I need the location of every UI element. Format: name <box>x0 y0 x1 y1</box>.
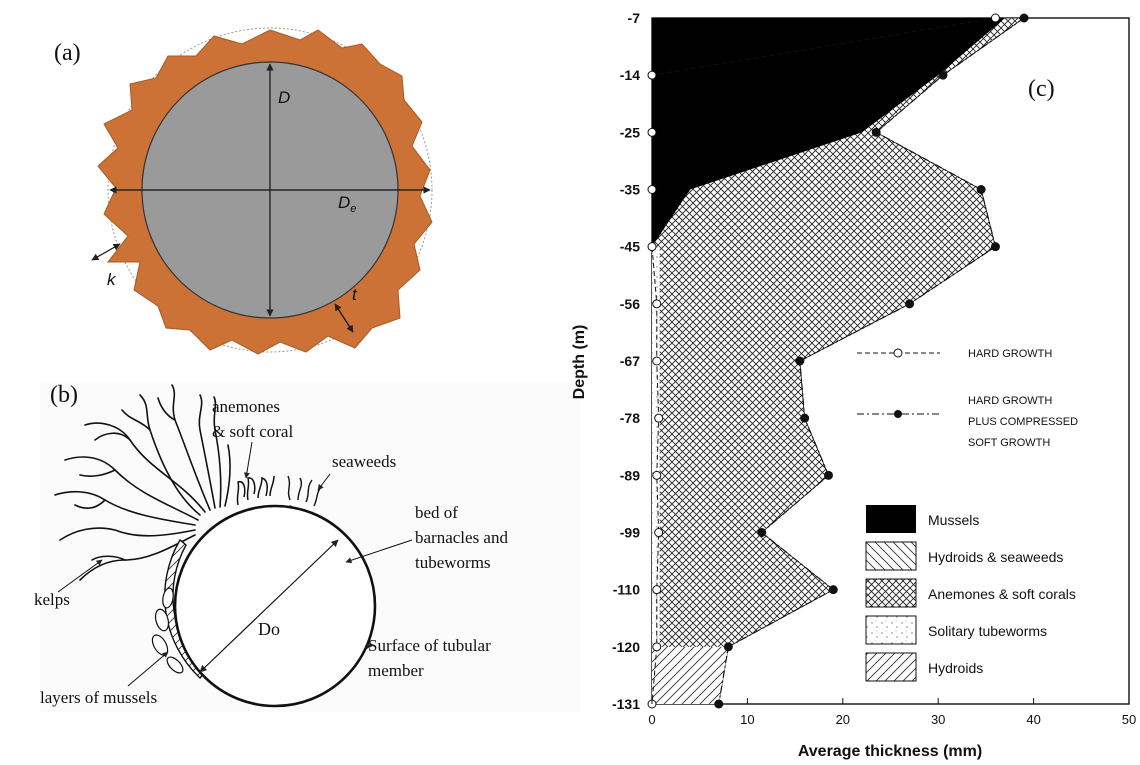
pointer-anemones <box>243 441 253 479</box>
line-legend: HARD GROWTH HARD GROWTH PLUS COMPRESSED … <box>857 348 1081 449</box>
mussel-shells <box>151 587 184 674</box>
hard-growth-point <box>652 356 662 366</box>
panel-a-label: (a) <box>54 40 81 66</box>
label-t: t <box>352 285 358 304</box>
hard-growth-point <box>652 642 662 652</box>
legend-swatch-mussels <box>866 505 916 533</box>
diameter-Do-line <box>199 539 339 673</box>
label-De: De <box>338 193 356 215</box>
legend-anemones-label: Anemones & soft corals <box>928 586 1076 602</box>
hard-plus-point <box>990 242 1000 252</box>
envelope-circle <box>107 27 433 353</box>
hard-plus-point <box>976 185 986 194</box>
legend-hydroids-seaweeds-label: Hydroids & seaweeds <box>928 549 1063 565</box>
y-tick-label: -14 <box>620 67 640 83</box>
hard-plus-point <box>723 642 733 652</box>
legend-hydroids-label: Hydroids <box>928 660 983 676</box>
hard-plus-point <box>1019 13 1029 23</box>
kelp-fronds <box>54 384 231 581</box>
hard-plus-point <box>938 70 948 80</box>
pointer-seaweeds <box>317 473 331 491</box>
x-tick-label: 50 <box>1122 712 1136 727</box>
legend-swatch-anemones <box>865 578 917 608</box>
label-anemones: anemones & soft coral <box>212 397 293 441</box>
hard-growth-point <box>647 70 657 80</box>
legend-hard-marker <box>893 348 903 358</box>
legend-mussels-label: Mussels <box>928 512 979 528</box>
hard-growth-point <box>652 585 662 595</box>
x-tick-labels: 0 10 20 30 40 50 <box>648 698 1136 727</box>
x-axis-label: Average thickness (mm) <box>798 743 982 760</box>
hard-plus-point <box>871 127 881 137</box>
label-k: k <box>107 270 117 289</box>
panel-b: (b) <box>34 382 580 712</box>
y-tick-label: -35 <box>620 182 640 198</box>
hard-plus-point <box>714 699 724 709</box>
area-legend: Mussels Hydroids & seaweeds Anemones & s… <box>865 505 1076 682</box>
y-tick-label: -56 <box>620 296 640 312</box>
hard-growth-point <box>647 185 657 194</box>
hard-growth-point <box>652 470 662 480</box>
hard-growth-point <box>654 413 664 423</box>
hard-plus-point <box>828 585 838 595</box>
label-D: D <box>278 88 290 107</box>
y-tick-label: -110 <box>613 582 640 598</box>
hard-growth-point <box>990 13 1000 23</box>
panel-a: (a) D De k t <box>54 27 433 355</box>
legend-swatch-hydroids-seaweeds <box>865 541 917 571</box>
legend-swatch-hydroids <box>865 652 917 682</box>
y-tick-label: -120 <box>612 639 640 655</box>
x-tick-label: 30 <box>931 712 945 727</box>
y-axis-label: Depth (m) <box>571 325 588 400</box>
hard-plus-point <box>823 470 833 480</box>
hard-plus-points <box>714 13 1029 709</box>
y-tick-label: -67 <box>620 353 640 369</box>
legend-hardplus-marker <box>894 410 902 418</box>
legend-hardplus-label: HARD GROWTH PLUS COMPRESSED SOFT GROWTH <box>968 395 1081 449</box>
pointer-barnacles <box>345 539 413 564</box>
label-mussels: layers of mussels <box>40 688 157 707</box>
x-tick-label: 20 <box>836 712 850 727</box>
thickness-t-arrow <box>334 303 354 333</box>
y-tick-label: -131 <box>612 696 640 712</box>
legend-tubeworms-label: Solitary tubeworms <box>928 623 1047 639</box>
label-Do: Do <box>258 619 280 639</box>
x-tick-label: 10 <box>740 712 754 727</box>
y-tick-label: -99 <box>620 525 640 541</box>
pointer-mussels <box>127 651 169 687</box>
y-tick-label: -25 <box>620 124 640 140</box>
area-mussels <box>652 18 1005 247</box>
tubular-member <box>173 504 377 708</box>
hard-growth-point <box>647 127 657 137</box>
hard-plus-point <box>795 356 805 366</box>
hard-growth-point <box>652 299 662 309</box>
legend-swatch-tubeworms <box>865 615 917 645</box>
y-tick-labels: -7 -14 -25 -35 -45 -56 -67 -78 -89 -99 -110 -120 -13… <box>612 10 640 712</box>
label-barnacles: bed of barnacles and tubeworms <box>415 503 512 572</box>
y-tick-label: -78 <box>620 410 640 426</box>
panel-c: -7 -14 -25 -35 -45 -56 -67 -78 -89 -99 -110 -120 -13… <box>571 10 1136 760</box>
y-tick-label: -7 <box>628 10 641 26</box>
hard-growth-point <box>647 242 657 252</box>
hard-growth-point <box>654 528 664 537</box>
area-hydroids <box>652 646 729 704</box>
hard-plus-point <box>905 299 915 309</box>
y-tick-label: -45 <box>620 239 640 255</box>
legend-hard-label: HARD GROWTH <box>968 348 1052 360</box>
y-tick-label: -89 <box>620 467 640 483</box>
hard-plus-point <box>800 413 810 423</box>
pointer-kelps <box>57 559 103 593</box>
panel-c-label: (c) <box>1028 76 1055 102</box>
hard-growth-points <box>647 13 1000 709</box>
x-tick-label: 40 <box>1026 712 1040 727</box>
x-tick-label: 0 <box>648 712 655 727</box>
roughness-k-arrow <box>91 243 121 261</box>
label-kelps: kelps <box>34 590 70 609</box>
hard-plus-point <box>757 528 767 537</box>
label-surface: Surface of tubular member <box>368 636 495 680</box>
panel-b-label: (b) <box>50 382 78 408</box>
label-seaweeds: seaweeds <box>332 452 396 471</box>
